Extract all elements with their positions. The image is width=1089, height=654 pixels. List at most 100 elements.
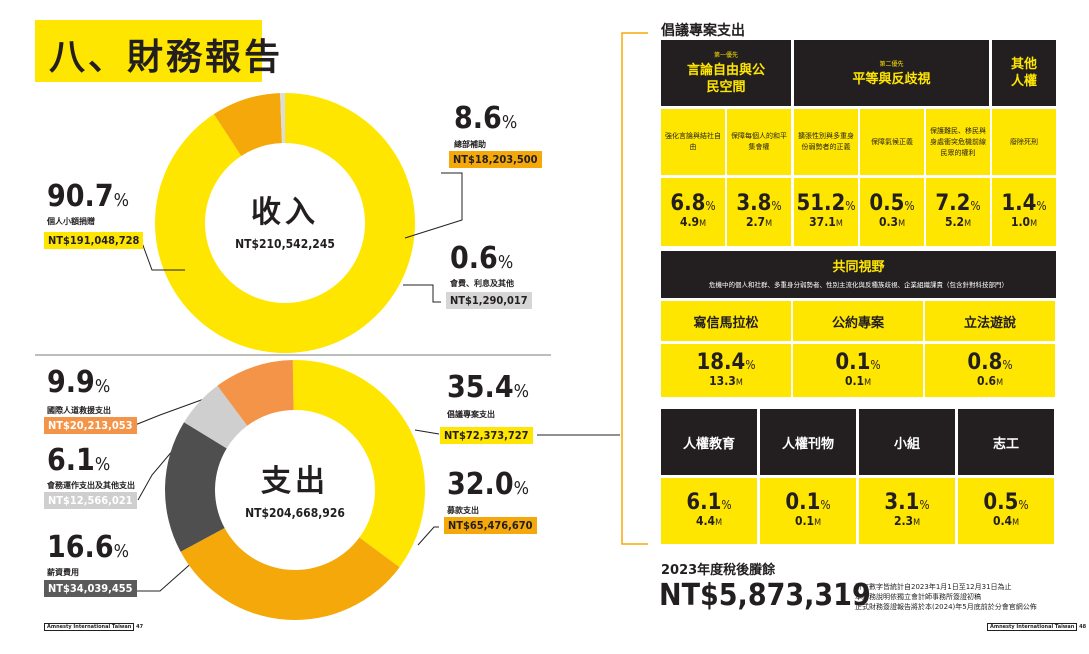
other-item-label-cell: 志工 [958, 409, 1054, 475]
advocacy-sub-label: 保障氣候正義 [871, 137, 913, 146]
other-item-label-cell: 人權刊物 [760, 409, 856, 475]
other-item-mil: 2.3M [893, 514, 921, 529]
shared-item-label: 寫信馬拉松 [693, 315, 759, 331]
priority1-kicker: 第一優先 [713, 52, 738, 59]
advocacy-sub-label: 保護難民、移民與身處衝突危機前線民眾的權利 [930, 126, 986, 157]
expense-center: 支出 NT$204,668,926 [240, 456, 350, 520]
advocacy-sub-label-cell: 廢除死刑 [992, 109, 1056, 175]
priority2-head: 平等與反歧視 [852, 71, 931, 87]
expense-slice [180, 528, 400, 620]
expense-label-4: 會務運作支出及其他支出 [47, 481, 135, 490]
surplus-title: 2023年度稅後賸餘 [661, 563, 776, 578]
other-item-value-cell: 0.5% 0.4M [958, 478, 1054, 544]
advocacy-bracket [621, 32, 648, 545]
title-highlight [35, 20, 262, 82]
advocacy-sub-mil: 5.2M [944, 215, 972, 230]
income-label-2: 總部補助 [454, 140, 486, 149]
advocacy-sub-value-cell: 51.2% 37.1M [794, 178, 858, 246]
advocacy-sub-label: 保障每個人的和平集會權 [731, 132, 787, 151]
income-donut-chart [154, 93, 415, 353]
advocacy-sub-mil: 37.1M [809, 215, 843, 230]
leader-income-1 [140, 239, 185, 271]
income-amount-2: NT$18,203,500 [449, 151, 542, 168]
shared-item-label: 立法遊說 [963, 315, 1016, 331]
shared-vision-head: 共同視野 [832, 259, 885, 275]
expense-amount-2: NT$65,476,670 [444, 517, 537, 534]
shared-item-mil: 13.3M [709, 373, 743, 388]
advocacy-sub-pct: 3.8% [736, 191, 782, 217]
other-rights-header: 其他人權 [992, 40, 1056, 106]
expense-amount-1: NT$72,373,727 [440, 427, 533, 444]
income-slice [280, 93, 285, 144]
income-center: 收入 NT$210,542,245 [235, 187, 335, 251]
expense-pct-3: 16.6% [47, 530, 129, 565]
advocacy-sub-label-cell: 強化言論與結社自由 [661, 109, 725, 175]
shared-item-value-cell: 0.8% 0.6M [925, 344, 1055, 397]
advocacy-sub-pct: 6.8% [670, 191, 716, 217]
priority1-header: 第一優先 言論自由與公民空間 [661, 40, 791, 106]
other-item-mil: 0.4M [992, 514, 1020, 529]
shared-item-pct: 0.8% [967, 349, 1013, 375]
surplus-amount: NT$5,873,319 [659, 578, 871, 613]
priority1-head: 言論自由與公民空間 [686, 63, 765, 95]
shared-vision-sub: 危機中的個人和社群、多重身分弱勢者、性別主流化與反種族歧視、企業組織課責（包含針… [709, 280, 1008, 289]
advocacy-sub-pct: 51.2% [796, 191, 856, 217]
income-center-total: NT$210,542,245 [235, 237, 335, 251]
expense-slice [217, 360, 294, 426]
income-pct-1: 90.7% [47, 179, 129, 214]
expense-center-total: NT$204,668,926 [245, 506, 345, 520]
shared-item-mil: 0.6M [976, 373, 1004, 388]
advocacy-sub-pct: 0.5% [869, 191, 915, 217]
expense-slice [292, 360, 425, 568]
expense-pct-1: 35.4% [447, 370, 529, 405]
leader-income-3 [403, 284, 441, 303]
other-rights-head: 其他人權 [1010, 57, 1037, 89]
expense-pct-2: 32.0% [447, 467, 529, 502]
leader-expense-1 [414, 429, 440, 435]
advocacy-sub-value-cell: 1.4% 1.0M [992, 178, 1056, 246]
income-label-3: 會費、利息及其他 [450, 279, 514, 288]
shared-item-label-cell: 寫信馬拉松 [661, 301, 791, 341]
page-number-left: 47 [136, 624, 144, 630]
shared-item-pct: 18.4% [696, 349, 756, 375]
shared-item-mil: 0.1M [844, 373, 872, 388]
footer-left: Amnesty International Taiwan 47 [44, 623, 144, 631]
other-item-pct: 0.1% [785, 490, 831, 516]
leader-expense-5 [134, 394, 216, 426]
other-item-label: 人權教育 [682, 436, 735, 452]
income-amount-3: NT$1,290,017 [446, 292, 532, 309]
page-title: 八、財務報告 [49, 37, 284, 78]
other-item-value-cell: 6.1% 4.4M [661, 478, 757, 544]
income-slice [154, 93, 415, 353]
other-item-label-cell: 人權教育 [661, 409, 757, 475]
priority2-header: 第二優先 平等與反歧視 [794, 40, 989, 106]
other-item-value-cell: 3.1% 2.3M [859, 478, 955, 544]
advocacy-sub-label: 廢除死刑 [1010, 137, 1038, 146]
leader-expense-2 [417, 526, 439, 546]
leader-income-2 [404, 172, 463, 239]
income-pct-3: 0.6% [450, 241, 514, 276]
advocacy-sub-pct: 7.2% [935, 191, 981, 217]
advocacy-sub-label: 強化言論與結社自由 [665, 132, 721, 151]
advocacy-sub-mil: 4.9M [679, 215, 707, 230]
advocacy-sub-pct: 1.4% [1001, 191, 1047, 217]
shared-item-pct: 0.1% [835, 349, 881, 375]
advocacy-sub-value-cell: 3.8% 2.7M [727, 178, 791, 246]
expense-amount-5: NT$20,213,053 [44, 417, 137, 434]
income-slice [213, 93, 282, 157]
other-item-pct: 6.1% [686, 490, 732, 516]
shared-item-label-cell: 立法遊說 [925, 301, 1055, 341]
footer-right: Amnesty International Taiwan 48 [987, 623, 1087, 631]
advocacy-sub-label-cell: 保障每個人的和平集會權 [727, 109, 791, 175]
shared-item-label: 公約專案 [831, 315, 884, 331]
income-label-1: 個人小額捐贈 [47, 217, 95, 226]
surplus-note-2: 本財務說明依獨立會計師事務所簽證初稿 [855, 593, 981, 601]
expense-donut-chart [165, 360, 425, 620]
other-item-value-cell: 0.1% 0.1M [760, 478, 856, 544]
other-item-label: 人權刊物 [781, 436, 834, 452]
expense-pct-5: 9.9% [47, 365, 111, 400]
page-number-right: 48 [1079, 624, 1087, 630]
advocacy-sub-label: 擴張性別與多重身份弱勢者的正義 [798, 132, 854, 151]
leader-expense-3 [133, 559, 196, 592]
shared-item-label-cell: 公約專案 [793, 301, 923, 341]
